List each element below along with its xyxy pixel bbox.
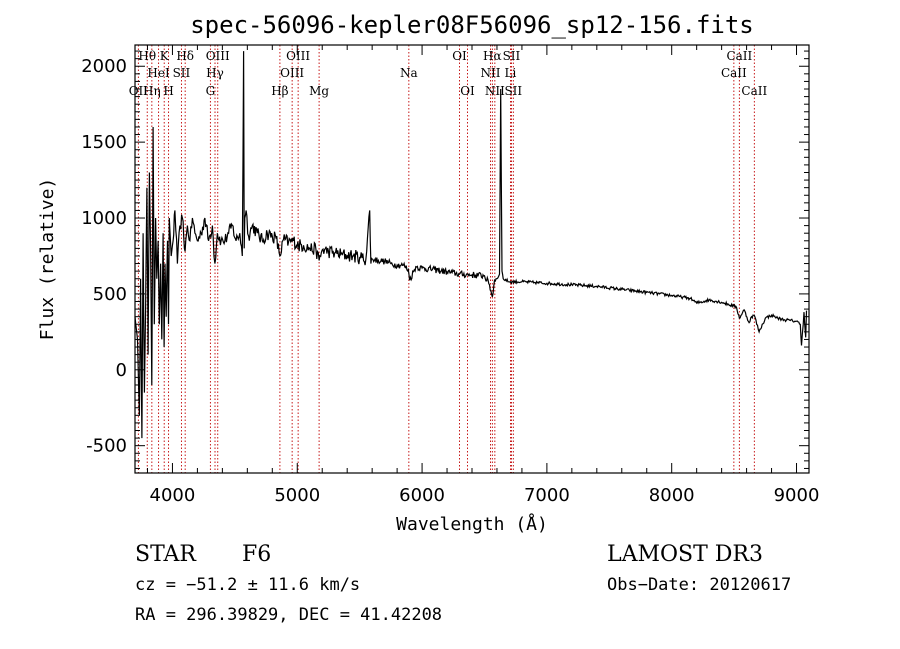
spectrum-series-line <box>134 51 808 439</box>
line-marker-label: Na <box>400 66 418 80</box>
line-marker-labels: OIIHθHηHeIKHSIIHδGHγOIIIHβOIIIOIIIMgNaOI… <box>129 49 768 98</box>
y-tick-label: 1000 <box>81 208 127 229</box>
line-marker-label: SII <box>173 66 191 80</box>
obs-date: Obs−Date: 20120617 <box>607 575 791 595</box>
line-marker-label: OI <box>460 84 475 98</box>
x-tick-label: 6000 <box>399 485 445 506</box>
line-marker-label: Hγ <box>206 66 224 80</box>
line-marker-label: HeI <box>147 66 170 80</box>
line-marker-label: OIII <box>280 66 304 80</box>
line-marker-label: CaII <box>726 49 752 63</box>
x-axis-label: Wavelength (Å) <box>396 513 548 535</box>
x-tick-label: 5000 <box>274 485 320 506</box>
line-marker-label: CaII <box>721 66 747 80</box>
y-tick-label: 1500 <box>81 132 127 153</box>
x-tick-label: 7000 <box>524 485 570 506</box>
line-marker-label: SII <box>504 84 522 98</box>
line-marker-label: Hα <box>483 49 502 63</box>
y-axis-label: Flux (relative) <box>37 178 58 341</box>
survey-name: LAMOST DR3 <box>607 542 763 567</box>
y-tick-label: 2000 <box>81 56 127 77</box>
line-marker-label: Hδ <box>176 49 194 63</box>
coordinates: RA = 296.39829, DEC = 41.42208 <box>135 605 442 625</box>
line-marker-label: K <box>160 49 170 63</box>
x-tick-label: 9000 <box>774 485 820 506</box>
line-marker-label: SII <box>503 49 521 63</box>
y-tick-label: 0 <box>116 360 127 381</box>
line-marker-label: G <box>206 84 216 98</box>
line-marker-label: Hη <box>143 84 161 98</box>
plot-frame <box>134 44 810 474</box>
object-type: STAR <box>135 542 197 567</box>
line-marker-label: NII <box>480 66 500 80</box>
x-tick-label: 4000 <box>150 485 196 506</box>
line-marker-label: OIII <box>206 49 230 63</box>
line-marker-label: H <box>163 84 173 98</box>
line-marker-label: Hθ <box>138 49 156 63</box>
y-tick-label: 500 <box>93 284 127 305</box>
line-marker-label: OII <box>129 84 149 98</box>
chart-title: spec-56096-kepler08F56096_sp12-156.fits <box>190 11 754 39</box>
line-marker-label: Hβ <box>271 84 288 98</box>
x-tick-labels: 4000 5000 6000 7000 8000 9000 <box>150 485 820 506</box>
line-marker-label: Li <box>505 66 517 80</box>
line-marker-label: NII <box>485 84 505 98</box>
axis-ticks <box>135 45 809 473</box>
subclass: F6 <box>242 542 271 567</box>
line-markers <box>137 45 755 473</box>
line-marker-label: Mg <box>309 84 329 98</box>
y-tick-label: -500 <box>86 436 127 457</box>
redshift-text: cz = −51.2 ± 11.6 km/s <box>135 575 360 595</box>
line-marker-label: OI <box>452 49 467 63</box>
x-tick-label: 8000 <box>649 485 695 506</box>
y-tick-labels: -500 0 500 1000 1500 2000 <box>81 56 127 456</box>
line-marker-label: CaII <box>741 84 767 98</box>
line-marker-label: OIII <box>286 49 310 63</box>
